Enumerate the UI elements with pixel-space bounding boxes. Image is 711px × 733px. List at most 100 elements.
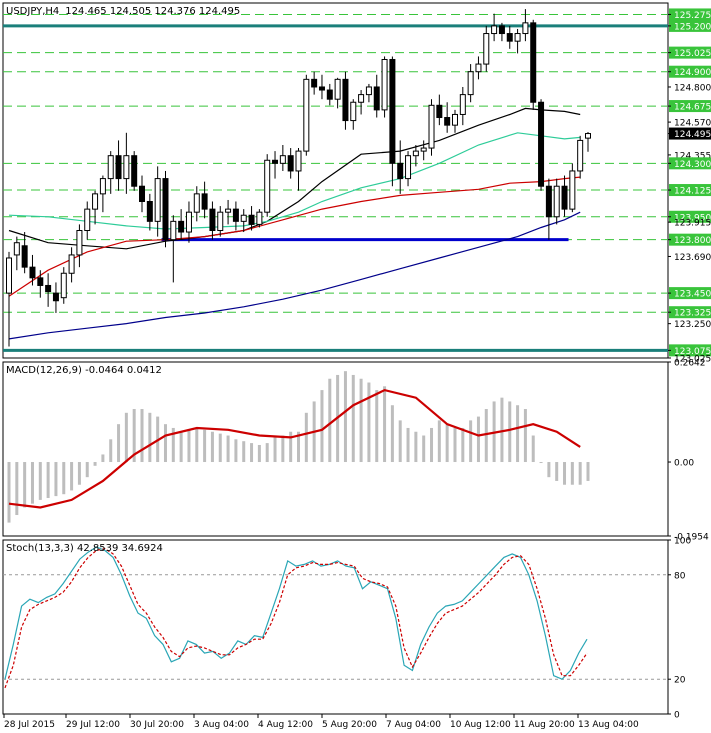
candle-body xyxy=(201,193,208,210)
price-label-box xyxy=(669,19,711,32)
main-chart-title: USDJPY,H4 124.465 124.505 124.376 124.495 xyxy=(6,6,240,17)
macd-histogram-bar xyxy=(77,462,81,485)
macd-histogram-bar xyxy=(265,443,269,463)
macd-tick-label: 0.00 xyxy=(674,459,694,469)
macd-histogram-bar xyxy=(586,462,590,481)
candle xyxy=(60,267,67,304)
macd-histogram-bar xyxy=(578,462,582,485)
candle-body xyxy=(405,155,412,180)
candle-body xyxy=(60,272,67,299)
candle xyxy=(334,77,341,109)
candle xyxy=(585,132,591,152)
candle xyxy=(131,151,138,191)
candle-body xyxy=(287,155,294,172)
candle xyxy=(326,83,333,106)
time-tick-label: 10 Aug 12:00 xyxy=(450,720,511,730)
price-tick-label: 124.355 xyxy=(674,151,711,161)
candle-body xyxy=(256,211,263,225)
panel-frame xyxy=(2,539,669,715)
candle xyxy=(84,201,91,240)
macd-histogram-bar xyxy=(203,429,207,463)
current-price-box xyxy=(669,127,711,140)
candle xyxy=(530,19,537,110)
price-label-box xyxy=(669,8,711,21)
candle xyxy=(146,193,153,231)
candle-body xyxy=(295,150,302,172)
candle-body xyxy=(334,78,341,100)
macd-histogram-bar xyxy=(250,443,254,463)
candle-body xyxy=(397,162,404,180)
candle-body xyxy=(491,25,498,35)
moving-average-line xyxy=(8,176,581,297)
candle xyxy=(240,209,247,233)
candle xyxy=(318,74,325,100)
candle xyxy=(303,74,310,156)
macd-histogram-bar xyxy=(62,462,66,495)
candle xyxy=(342,71,349,130)
macd-histogram-bar xyxy=(422,435,426,463)
moving-average-line xyxy=(8,132,581,230)
candle-body xyxy=(365,86,372,96)
time-tick-label: 13 Aug 04:00 xyxy=(578,720,639,730)
candle-body xyxy=(318,86,325,91)
candle-body xyxy=(170,220,177,241)
candle-body xyxy=(52,292,59,302)
candle xyxy=(217,206,224,237)
candle-body xyxy=(420,147,427,152)
candle-body xyxy=(76,230,83,256)
price-tick-label: 124.800 xyxy=(674,83,711,93)
candle-body xyxy=(178,220,185,233)
candle xyxy=(475,56,482,80)
macd-histogram-bar xyxy=(531,435,535,463)
candle-body xyxy=(412,150,419,157)
candle xyxy=(483,25,490,72)
candle xyxy=(107,151,114,194)
price-tick-label: 123.075 xyxy=(674,347,711,357)
candle-body xyxy=(68,254,75,274)
price-tick-label: 124.125 xyxy=(674,187,711,197)
candle xyxy=(358,90,365,115)
candle xyxy=(123,132,130,194)
macd-histogram-bar xyxy=(508,401,512,463)
candle xyxy=(170,215,177,283)
candle-body xyxy=(444,117,451,126)
macd-histogram-bar xyxy=(539,462,543,464)
macd-histogram-bar xyxy=(563,462,567,485)
candle-body xyxy=(428,104,435,149)
candle-body xyxy=(381,58,388,111)
candle-body xyxy=(342,78,349,122)
time-tick-label: 5 Aug 20:00 xyxy=(322,720,377,730)
price-tick-label: 125.025 xyxy=(674,49,711,59)
candle-body xyxy=(217,211,224,232)
candle-body xyxy=(311,78,318,88)
macd-histogram-bar xyxy=(343,371,347,463)
price-tick-label: 124.570 xyxy=(674,119,711,129)
macd-histogram-bar xyxy=(38,462,42,500)
price-tick-label: 123.025 xyxy=(674,355,711,365)
macd-histogram-bar xyxy=(555,462,559,481)
time-tick-label: 30 Jul 20:00 xyxy=(130,720,184,730)
candle-body xyxy=(115,155,122,180)
macd-histogram-bar xyxy=(476,416,480,463)
macd-title: MACD(12,26,9) -0.0464 0.0412 xyxy=(6,365,162,376)
candle-body xyxy=(240,214,247,222)
candle xyxy=(162,170,169,248)
macd-histogram-bar xyxy=(148,412,152,463)
candle xyxy=(154,166,161,237)
macd-histogram-bar xyxy=(375,390,379,463)
candle-body xyxy=(561,185,568,210)
macd-histogram-bar xyxy=(273,437,277,463)
time-tick-label: 4 Aug 12:00 xyxy=(258,720,313,730)
candle-body xyxy=(209,208,216,232)
candle xyxy=(52,282,59,313)
candle xyxy=(405,151,412,187)
candle xyxy=(467,64,474,103)
candle xyxy=(209,201,216,240)
candle-body xyxy=(107,155,114,180)
price-label-box xyxy=(669,306,711,319)
macd-histogram-bar xyxy=(390,405,394,463)
macd-histogram-bar xyxy=(234,439,238,463)
candle xyxy=(506,25,513,49)
candle xyxy=(193,186,200,222)
